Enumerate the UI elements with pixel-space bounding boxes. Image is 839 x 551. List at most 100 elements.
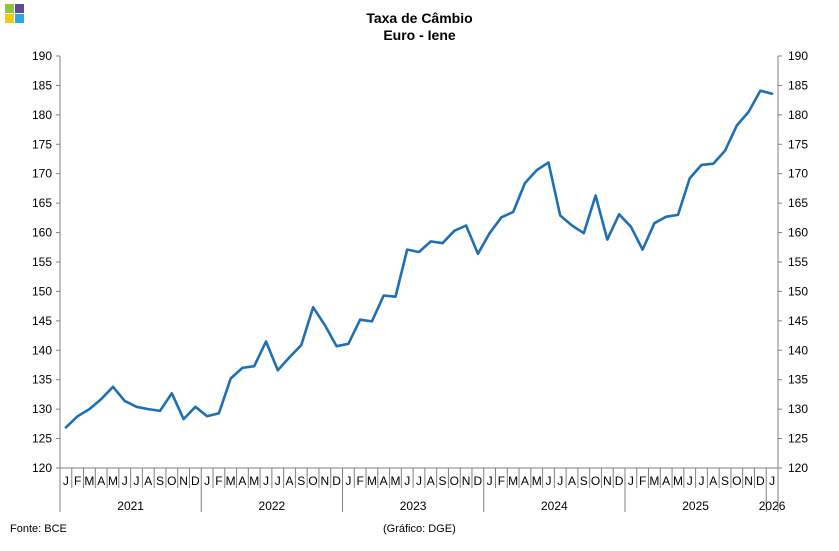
y-tick-label-right: 185 [788, 78, 808, 92]
source-note: Fonte: BCE [10, 523, 67, 535]
month-label: A [568, 474, 576, 488]
year-label: 2026 [759, 499, 786, 513]
month-label: A [380, 474, 388, 488]
y-tick-label-right: 155 [788, 255, 808, 269]
y-tick-label-left: 165 [32, 196, 52, 210]
dge-logo [5, 4, 24, 23]
month-label: J [122, 474, 128, 488]
month-label: J [557, 474, 563, 488]
month-label: M [532, 474, 542, 488]
month-label: M [649, 474, 659, 488]
month-label: M [390, 474, 400, 488]
y-tick-label-right: 165 [788, 196, 808, 210]
y-tick-label-right: 140 [788, 343, 808, 357]
month-label: J [134, 474, 140, 488]
year-label: 2021 [117, 499, 144, 513]
month-label: A [97, 474, 105, 488]
month-label: A [521, 474, 529, 488]
y-tick-label-right: 120 [788, 461, 808, 475]
month-label: J [416, 474, 422, 488]
logo-square [15, 4, 24, 13]
month-label: N [179, 474, 188, 488]
month-label: J [687, 474, 693, 488]
month-label: F [215, 474, 222, 488]
month-label: J [345, 474, 351, 488]
y-tick-label-right: 160 [788, 226, 808, 240]
y-tick-label-right: 125 [788, 432, 808, 446]
month-label: D [474, 474, 483, 488]
y-tick-label-left: 190 [32, 49, 52, 63]
y-tick-label-right: 180 [788, 108, 808, 122]
year-label: 2022 [259, 499, 286, 513]
y-tick-label-left: 160 [32, 226, 52, 240]
month-label: J [263, 474, 269, 488]
y-tick-label-right: 175 [788, 137, 808, 151]
month-label: J [545, 474, 551, 488]
y-tick-label-left: 125 [32, 432, 52, 446]
month-label: D [756, 474, 765, 488]
y-tick-label-left: 175 [32, 137, 52, 151]
month-label: A [238, 474, 246, 488]
month-label: S [580, 474, 588, 488]
month-label: O [450, 474, 459, 488]
month-label: N [462, 474, 471, 488]
y-tick-label-right: 145 [788, 314, 808, 328]
month-label: F [356, 474, 363, 488]
y-tick-label-right: 170 [788, 167, 808, 181]
month-label: S [297, 474, 305, 488]
y-tick-label-right: 150 [788, 284, 808, 298]
y-tick-label-left: 150 [32, 284, 52, 298]
month-label: J [698, 474, 704, 488]
month-label: J [487, 474, 493, 488]
month-label: N [603, 474, 612, 488]
year-label: 2024 [541, 499, 568, 513]
month-label: J [63, 474, 69, 488]
y-tick-label-left: 155 [32, 255, 52, 269]
y-tick-label-left: 140 [32, 343, 52, 357]
month-label: O [167, 474, 176, 488]
year-label: 2023 [400, 499, 427, 513]
y-tick-label-left: 130 [32, 402, 52, 416]
y-tick-label-right: 135 [788, 373, 808, 387]
month-label: N [321, 474, 330, 488]
month-label: J [275, 474, 281, 488]
month-label: S [721, 474, 729, 488]
month-label: M [673, 474, 683, 488]
month-label: A [709, 474, 717, 488]
y-tick-label-left: 185 [32, 78, 52, 92]
month-label: M [84, 474, 94, 488]
chart-title: Taxa de Câmbio [366, 10, 473, 26]
logo-square [5, 14, 14, 23]
y-tick-label-left: 135 [32, 373, 52, 387]
month-label: F [74, 474, 81, 488]
month-label: N [744, 474, 753, 488]
month-label: F [498, 474, 505, 488]
month-label: J [404, 474, 410, 488]
logo-square [5, 4, 14, 13]
month-label: O [308, 474, 317, 488]
month-label: A [662, 474, 670, 488]
year-label: 2025 [682, 499, 709, 513]
month-label: J [204, 474, 210, 488]
month-label: A [144, 474, 152, 488]
logo-square [15, 14, 24, 23]
month-label: A [427, 474, 435, 488]
month-label: S [439, 474, 447, 488]
month-label: S [156, 474, 164, 488]
chart-subtitle: Euro - Iene [383, 27, 456, 43]
month-label: M [508, 474, 518, 488]
month-label: D [615, 474, 624, 488]
month-label: D [332, 474, 341, 488]
y-tick-label-left: 180 [32, 108, 52, 122]
month-label: O [732, 474, 741, 488]
y-tick-label-left: 120 [32, 461, 52, 475]
y-tick-label-right: 190 [788, 49, 808, 63]
y-tick-label-left: 145 [32, 314, 52, 328]
y-tick-label-left: 170 [32, 167, 52, 181]
month-label: M [249, 474, 259, 488]
month-label: M [226, 474, 236, 488]
month-label: D [191, 474, 200, 488]
month-label: O [591, 474, 600, 488]
month-label: J [628, 474, 634, 488]
